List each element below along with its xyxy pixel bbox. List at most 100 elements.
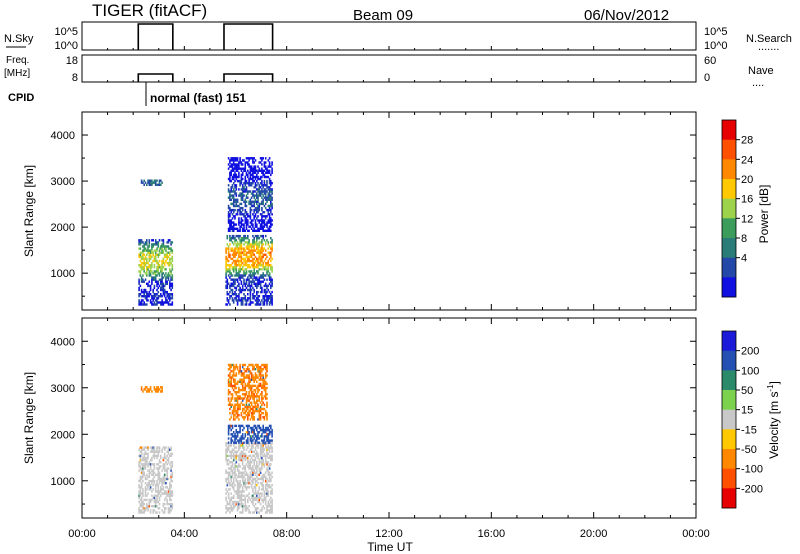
velocity-echo-cell [243, 482, 245, 485]
velocity-echo-cell [234, 469, 236, 472]
power-echo-cell [240, 237, 243, 240]
power-echo-cell [262, 215, 264, 218]
power-echo-cell [232, 182, 235, 185]
velocity-echo-cell [247, 397, 249, 400]
power-echo-cell [270, 299, 272, 302]
power-echo-cell [271, 190, 273, 193]
velocity-echo-cell [227, 382, 230, 386]
power-echo-cell [261, 255, 263, 259]
power-echo-cell [138, 286, 140, 290]
velocity-echo-cell [266, 452, 268, 456]
power-echo-cell [160, 179, 162, 182]
velocity-echo-cell [148, 505, 151, 508]
velocity-echo-cell [139, 494, 142, 497]
power-echo-cell [165, 290, 167, 294]
velocity-echo-cell [229, 407, 231, 411]
power-echo-cell [248, 282, 250, 285]
velocity-echo-cell [170, 475, 172, 479]
power-echo-cell [250, 167, 253, 170]
velocity-echo-cell [240, 490, 243, 493]
velocity-echo-cell [142, 492, 144, 495]
power-echo-cell [241, 184, 244, 187]
velocity-echo-cell [266, 454, 268, 458]
power-echo-cell [239, 274, 241, 277]
velocity-echo-cell [245, 463, 248, 466]
power-echo-cell [245, 247, 248, 250]
velocity-echo-cell [245, 448, 248, 451]
power-echo-cell [171, 295, 174, 298]
power-echo-cell [151, 282, 153, 285]
power-echo-cell [162, 266, 165, 269]
power-echo-cell [239, 243, 241, 246]
power-echo-cell [267, 259, 270, 263]
velocity-echo-cell [153, 494, 156, 497]
velocity-echo-cell [259, 418, 262, 421]
power-echo-cell [245, 182, 248, 185]
velocity-echo-cell [162, 482, 165, 485]
velocity-echo-cell [268, 448, 271, 451]
power-echo-cell [142, 295, 144, 298]
velocity-echo-cell [264, 365, 267, 369]
power-echo-cell [158, 278, 161, 281]
velocity-echo-cell [257, 370, 259, 373]
velocity-echo-cell [140, 471, 143, 474]
power-echo-cell [239, 161, 241, 164]
velocity-echo-cell [250, 461, 253, 464]
velocity-echo-cell [261, 475, 263, 479]
velocity-echo-cell [144, 465, 147, 468]
power-echo-cell [244, 241, 247, 244]
power-echo-cell [230, 225, 232, 228]
power-echo-cell [256, 301, 258, 304]
power-echo-cell [140, 301, 143, 304]
velocity-echo-cell [262, 479, 264, 483]
velocity-echo-cell [250, 378, 253, 381]
power-echo-cell [147, 268, 149, 271]
velocity-echo-cell [254, 426, 257, 430]
velocity-echo-cell [235, 386, 238, 390]
power-echo-cell [258, 161, 261, 164]
velocity-echo-cell [142, 465, 144, 468]
power-echo-cell [227, 253, 230, 256]
power-echo-cell [238, 223, 240, 226]
power-echo-cell [239, 192, 241, 195]
velocity-echo-cell [250, 431, 253, 434]
power-echo-cell [152, 303, 154, 306]
velocity-echo-cell [263, 439, 266, 442]
power-echo-cell [170, 249, 172, 252]
velocity-echo-cell [149, 498, 152, 502]
velocity-echo-cell [156, 450, 158, 453]
velocity-echo-cell [263, 463, 266, 466]
velocity-echo-cell [262, 416, 264, 419]
power-echo-cell [234, 286, 236, 290]
power-echo-cell [245, 278, 248, 281]
velocity-echo-cell [241, 393, 244, 396]
velocity-echo-cell [166, 450, 168, 453]
power-echo-cell [253, 288, 255, 292]
velocity-echo-cell [244, 454, 247, 458]
velocity-echo-cell [253, 469, 255, 472]
power-echo-cell [266, 264, 268, 267]
power-echo-cell [226, 237, 229, 240]
power-echo-cell [162, 286, 165, 290]
power-echo-cell [244, 234, 247, 238]
velocity-echo-cell [257, 490, 259, 493]
power-echo-cell [261, 196, 263, 199]
velocity-echo-cell [258, 399, 261, 402]
velocity-echo-cell [250, 439, 253, 442]
velocity-echo-cell [262, 384, 264, 388]
power-echo-cell [226, 290, 229, 294]
power-echo-cell [163, 290, 166, 294]
velocity-echo-cell [266, 365, 268, 369]
power-echo-cell [245, 245, 248, 248]
velocity-echo-cell [245, 444, 248, 447]
velocity-echo-cell [264, 446, 267, 449]
velocity-echo-cell [259, 365, 262, 369]
velocity-echo-cell [266, 397, 268, 400]
power-echo-cell [256, 276, 258, 279]
power-echo-cell [227, 282, 230, 285]
power-echo-cell [261, 202, 263, 206]
velocity-echo-cell [266, 477, 268, 481]
power-echo-cell [231, 208, 234, 212]
velocity-echo-cell [235, 431, 238, 434]
velocity-echo-cell [140, 452, 143, 456]
